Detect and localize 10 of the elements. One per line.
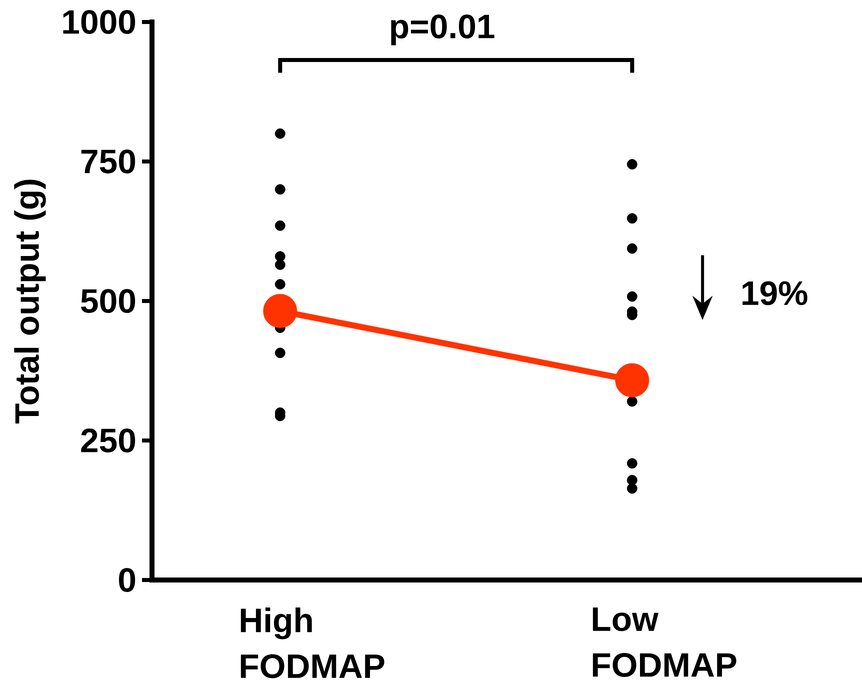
annotation: p=0.01 — [391, 14, 494, 46]
y-tick-label: 0 — [118, 568, 136, 592]
y-tick-label: 750 — [81, 150, 136, 174]
y-axis-title: Total output (g) — [14, 180, 46, 424]
y-tick-label: 250 — [81, 428, 136, 452]
x-tick-label: High FODMAP — [240, 608, 384, 678]
x-tick-label: Low FODMAP — [592, 608, 736, 677]
y-tick-label: 500 — [81, 289, 136, 313]
annotation: 19% — [742, 281, 808, 306]
y-tick-label: 1000 — [63, 10, 136, 34]
